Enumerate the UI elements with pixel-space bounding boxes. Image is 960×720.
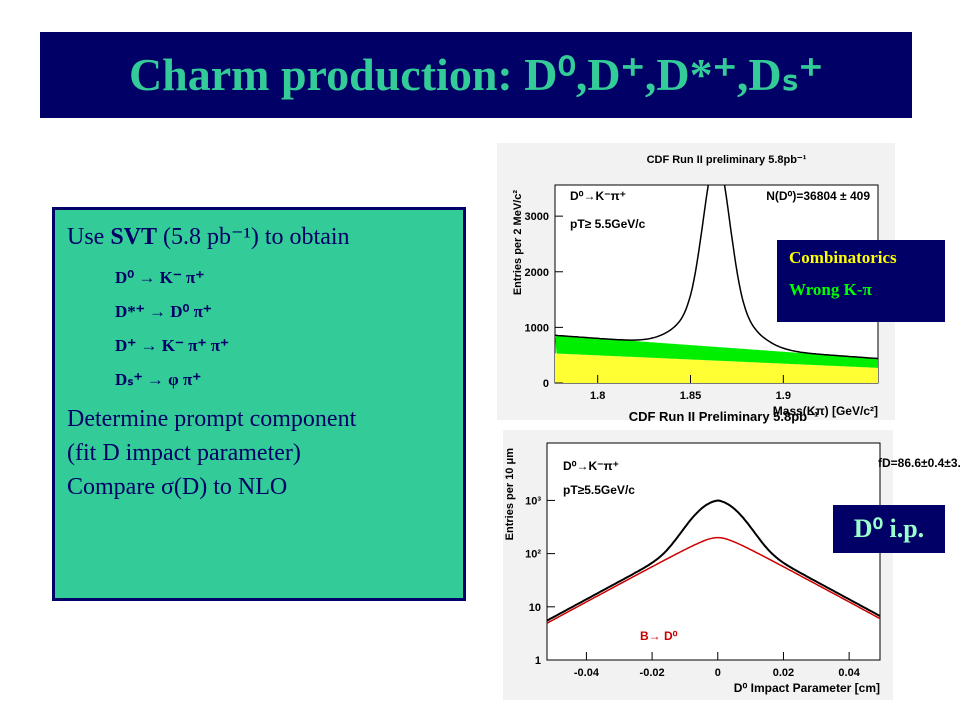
decay: D⁰ → K⁻ π⁺ — [115, 268, 205, 287]
y-label: Entries per 10 μm — [504, 448, 516, 541]
decay: D⁺ → K⁻ π⁺ π⁺ — [115, 336, 230, 355]
plot-title: CDF Run II preliminary 5.8pb⁻¹ — [647, 154, 807, 166]
y-tick-label: 10² — [525, 549, 541, 561]
text: Use — [67, 224, 111, 250]
text: (5.8 pb⁻¹) to obtain — [157, 224, 350, 250]
x-label: Mass(Kπ) [GeV/c²] — [773, 404, 878, 418]
y-tick-label: 0 — [543, 378, 549, 390]
x-label: D⁰ Impact Parameter [cm] — [734, 681, 880, 695]
plot-note: B→ D⁰ — [640, 629, 678, 643]
y-label: Entries per 2 MeV/c² — [512, 190, 524, 295]
x-tick-label: 1.9 — [776, 390, 791, 402]
plot-note: D⁰→K⁻π⁺ — [570, 189, 626, 203]
y-tick-label: 2000 — [525, 267, 549, 279]
text: Determine prompt component — [67, 406, 357, 432]
ip-label: D⁰ i.p. — [833, 505, 945, 553]
b-curve — [547, 536, 880, 624]
plot-note: pT≥ 5.5GeV/c — [570, 217, 646, 231]
plot-title: CDF Run II Preliminary 5.8pb⁻¹ — [629, 409, 819, 424]
intro: Use SVT (5.8 pb⁻¹) to obtain — [67, 220, 451, 254]
plot-note: D⁰→K⁻π⁺ — [563, 459, 619, 473]
y-tick-label: 10 — [529, 602, 541, 614]
fit-curve — [555, 185, 878, 360]
y-tick-label: 3000 — [525, 211, 549, 223]
text-box: Use SVT (5.8 pb⁻¹) to obtain D⁰ → K⁻ π⁺ … — [52, 207, 466, 601]
x-tick-label: -0.02 — [640, 667, 665, 679]
text: Compare σ(D) to NLO — [67, 474, 288, 500]
text: (fit D impact parameter) — [67, 440, 301, 466]
x-tick-label: 1.85 — [680, 390, 701, 402]
plot-note: N(D⁰)=36804 ± 409 — [766, 189, 870, 203]
decay: Dₛ⁺ → φ π⁺ — [115, 370, 202, 389]
y-tick-label: 1000 — [525, 322, 549, 334]
x-tick-label: 0 — [715, 667, 721, 679]
text: SVT — [110, 224, 158, 250]
title: Charm production: D⁰,D⁺,D*⁺,Dₛ⁺ — [40, 32, 912, 118]
fit-curve — [547, 499, 880, 622]
legend: Combinatorics Wrong K-π — [777, 240, 945, 322]
plot-note: fD=86.6±0.4±3.5% — [878, 456, 960, 470]
plot-area — [546, 442, 881, 661]
y-tick-label: 1 — [535, 655, 541, 667]
legend-item: Wrong K-π — [789, 280, 872, 299]
x-tick-label: 1.8 — [590, 390, 605, 402]
legend-item: Combinatorics — [789, 248, 897, 267]
yellow-band — [555, 353, 878, 383]
x-tick-label: 0.04 — [838, 667, 860, 679]
green-band — [555, 335, 878, 368]
plot-note: pT≥5.5GeV/c — [563, 483, 635, 497]
y-tick-label: 10³ — [525, 495, 541, 507]
x-tick-label: 0.02 — [773, 667, 794, 679]
decay: D*⁺ → D⁰ π⁺ — [115, 302, 212, 321]
x-tick-label: -0.04 — [574, 667, 600, 679]
